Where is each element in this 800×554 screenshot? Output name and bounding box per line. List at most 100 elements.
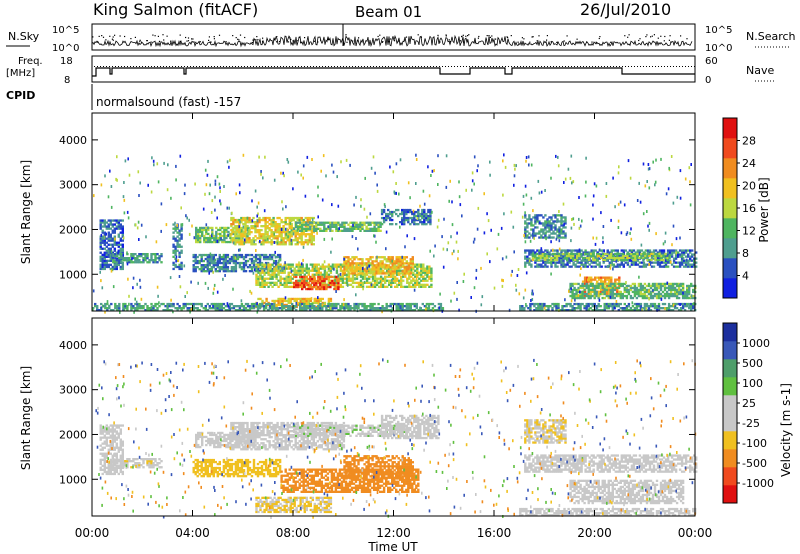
power-cell [227, 226, 230, 230]
power-cell [288, 241, 291, 244]
power-cell [300, 239, 303, 242]
nsearch-dot [317, 41, 319, 43]
power-cell [287, 309, 290, 312]
power-cell [621, 284, 624, 288]
power-cell [393, 268, 396, 271]
nave-dot [349, 66, 350, 67]
power-cell [662, 249, 666, 252]
power-cell [315, 301, 318, 305]
power-cell [630, 251, 634, 254]
power-cell [250, 302, 254, 306]
power-cell [208, 305, 211, 308]
power-cell [537, 256, 541, 260]
power-cell [397, 272, 400, 275]
power-cell [288, 231, 291, 234]
power-cell [389, 210, 392, 214]
power-cell [406, 281, 409, 284]
power-cell [98, 309, 101, 312]
power-cell [214, 307, 217, 310]
nave-dot [583, 66, 584, 67]
power-cell [633, 292, 637, 296]
power-cell [402, 265, 405, 268]
power-cell [194, 270, 197, 273]
power-cell [279, 277, 282, 280]
power-cell [603, 307, 606, 310]
power-cell [375, 270, 378, 273]
power-cell [172, 305, 175, 308]
nsearch-dot [210, 41, 212, 43]
power-cell [371, 256, 374, 259]
power-cell [607, 302, 610, 306]
power-cell [359, 275, 363, 278]
power-cell [386, 279, 389, 282]
power-cell [355, 266, 358, 269]
power-cell [375, 277, 379, 280]
power-cell [295, 271, 298, 274]
power-cell [417, 212, 420, 216]
power-cell [567, 302, 570, 306]
power-cell [174, 251, 177, 254]
power-cell [142, 257, 145, 260]
power-cell [427, 221, 430, 224]
nsearch-dot [292, 40, 294, 42]
power-cell [661, 294, 665, 298]
power-cell [379, 229, 382, 232]
power-cell [321, 281, 324, 284]
power-cell [254, 227, 257, 230]
power-cell [101, 261, 104, 264]
power-cell [642, 252, 645, 256]
power-cell [429, 218, 432, 222]
power-cell [121, 239, 124, 242]
power-cell [652, 251, 656, 254]
power-cell [614, 286, 617, 289]
power-cell [635, 292, 639, 296]
nsearch-dot [119, 35, 121, 37]
power-cell [263, 281, 266, 284]
power-cell [674, 257, 678, 260]
power-cell [695, 251, 698, 254]
power-cell [628, 252, 631, 256]
power-cell [172, 261, 175, 264]
power-cell [201, 232, 204, 236]
power-cell [531, 252, 535, 256]
power-cell [347, 260, 350, 263]
power-cell [256, 225, 259, 228]
power-cell [345, 279, 349, 282]
power-cell [609, 290, 612, 294]
power-cell [412, 277, 415, 280]
power-cell [199, 240, 202, 244]
power-cell [365, 225, 368, 228]
power-cell [379, 309, 382, 312]
nave-dot [169, 66, 170, 67]
power-cell [266, 233, 269, 236]
power-cell [105, 245, 108, 248]
power-cell [224, 305, 228, 308]
power-cell [560, 249, 563, 252]
power-cell [345, 256, 348, 259]
power-cell [264, 216, 267, 220]
nsearch-dot [474, 41, 476, 43]
power-cell [560, 263, 563, 266]
power-cell [104, 305, 107, 308]
power-cell [343, 302, 346, 306]
power-cell [304, 233, 307, 236]
power-cell [648, 252, 651, 256]
power-cell [101, 263, 104, 266]
power-cell [541, 302, 544, 306]
power-cell [377, 309, 380, 312]
power-cell [657, 284, 661, 288]
power-cell [154, 302, 157, 306]
power-cell [327, 221, 330, 224]
power-cell [335, 302, 338, 306]
power-cell [232, 221, 235, 224]
power-cell [349, 305, 352, 308]
power-cell [240, 239, 243, 242]
power-cell [598, 252, 601, 256]
power-cell [365, 285, 369, 288]
power-cell [283, 303, 286, 307]
power-cell [232, 270, 236, 273]
nave-dot [259, 66, 260, 67]
power-cell [395, 262, 398, 265]
power-cell [541, 252, 545, 256]
power-cell [213, 234, 216, 238]
